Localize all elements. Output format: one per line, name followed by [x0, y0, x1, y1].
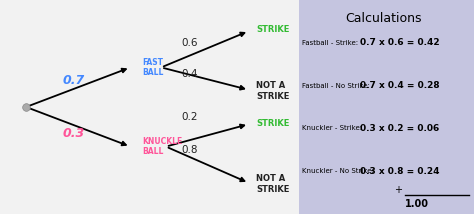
Text: +: +: [394, 186, 402, 195]
Text: 0.2: 0.2: [182, 112, 198, 122]
Text: 1.00: 1.00: [405, 199, 429, 209]
Text: STRIKE: STRIKE: [256, 119, 289, 128]
FancyBboxPatch shape: [299, 0, 474, 214]
Text: FAST
BALL: FAST BALL: [142, 58, 164, 77]
Text: 0.6: 0.6: [182, 38, 198, 48]
Text: 0.3 x 0.2 = 0.06: 0.3 x 0.2 = 0.06: [360, 124, 439, 133]
Text: 0.7: 0.7: [63, 74, 84, 87]
Text: 0.7 x 0.4 = 0.28: 0.7 x 0.4 = 0.28: [360, 81, 440, 90]
Text: Fastball - No Strike:: Fastball - No Strike:: [302, 83, 370, 89]
Text: 0.3 x 0.8 = 0.24: 0.3 x 0.8 = 0.24: [360, 167, 440, 176]
Text: KNUCKLE
BALL: KNUCKLE BALL: [142, 137, 182, 156]
Text: 0.4: 0.4: [182, 69, 198, 79]
Text: 0.8: 0.8: [182, 145, 198, 155]
Text: STRIKE: STRIKE: [256, 25, 289, 34]
Text: Knuckler - Strike:: Knuckler - Strike:: [302, 125, 362, 131]
Text: 0.3: 0.3: [63, 127, 84, 140]
Text: NOT A
STRIKE: NOT A STRIKE: [256, 174, 289, 194]
Text: NOT A
STRIKE: NOT A STRIKE: [256, 81, 289, 101]
Text: Fastball - Strike:: Fastball - Strike:: [302, 40, 358, 46]
Text: Calculations: Calculations: [346, 12, 422, 25]
Text: 0.7 x 0.6 = 0.42: 0.7 x 0.6 = 0.42: [360, 38, 440, 47]
Text: Knuckler - No Strike:: Knuckler - No Strike:: [302, 168, 374, 174]
